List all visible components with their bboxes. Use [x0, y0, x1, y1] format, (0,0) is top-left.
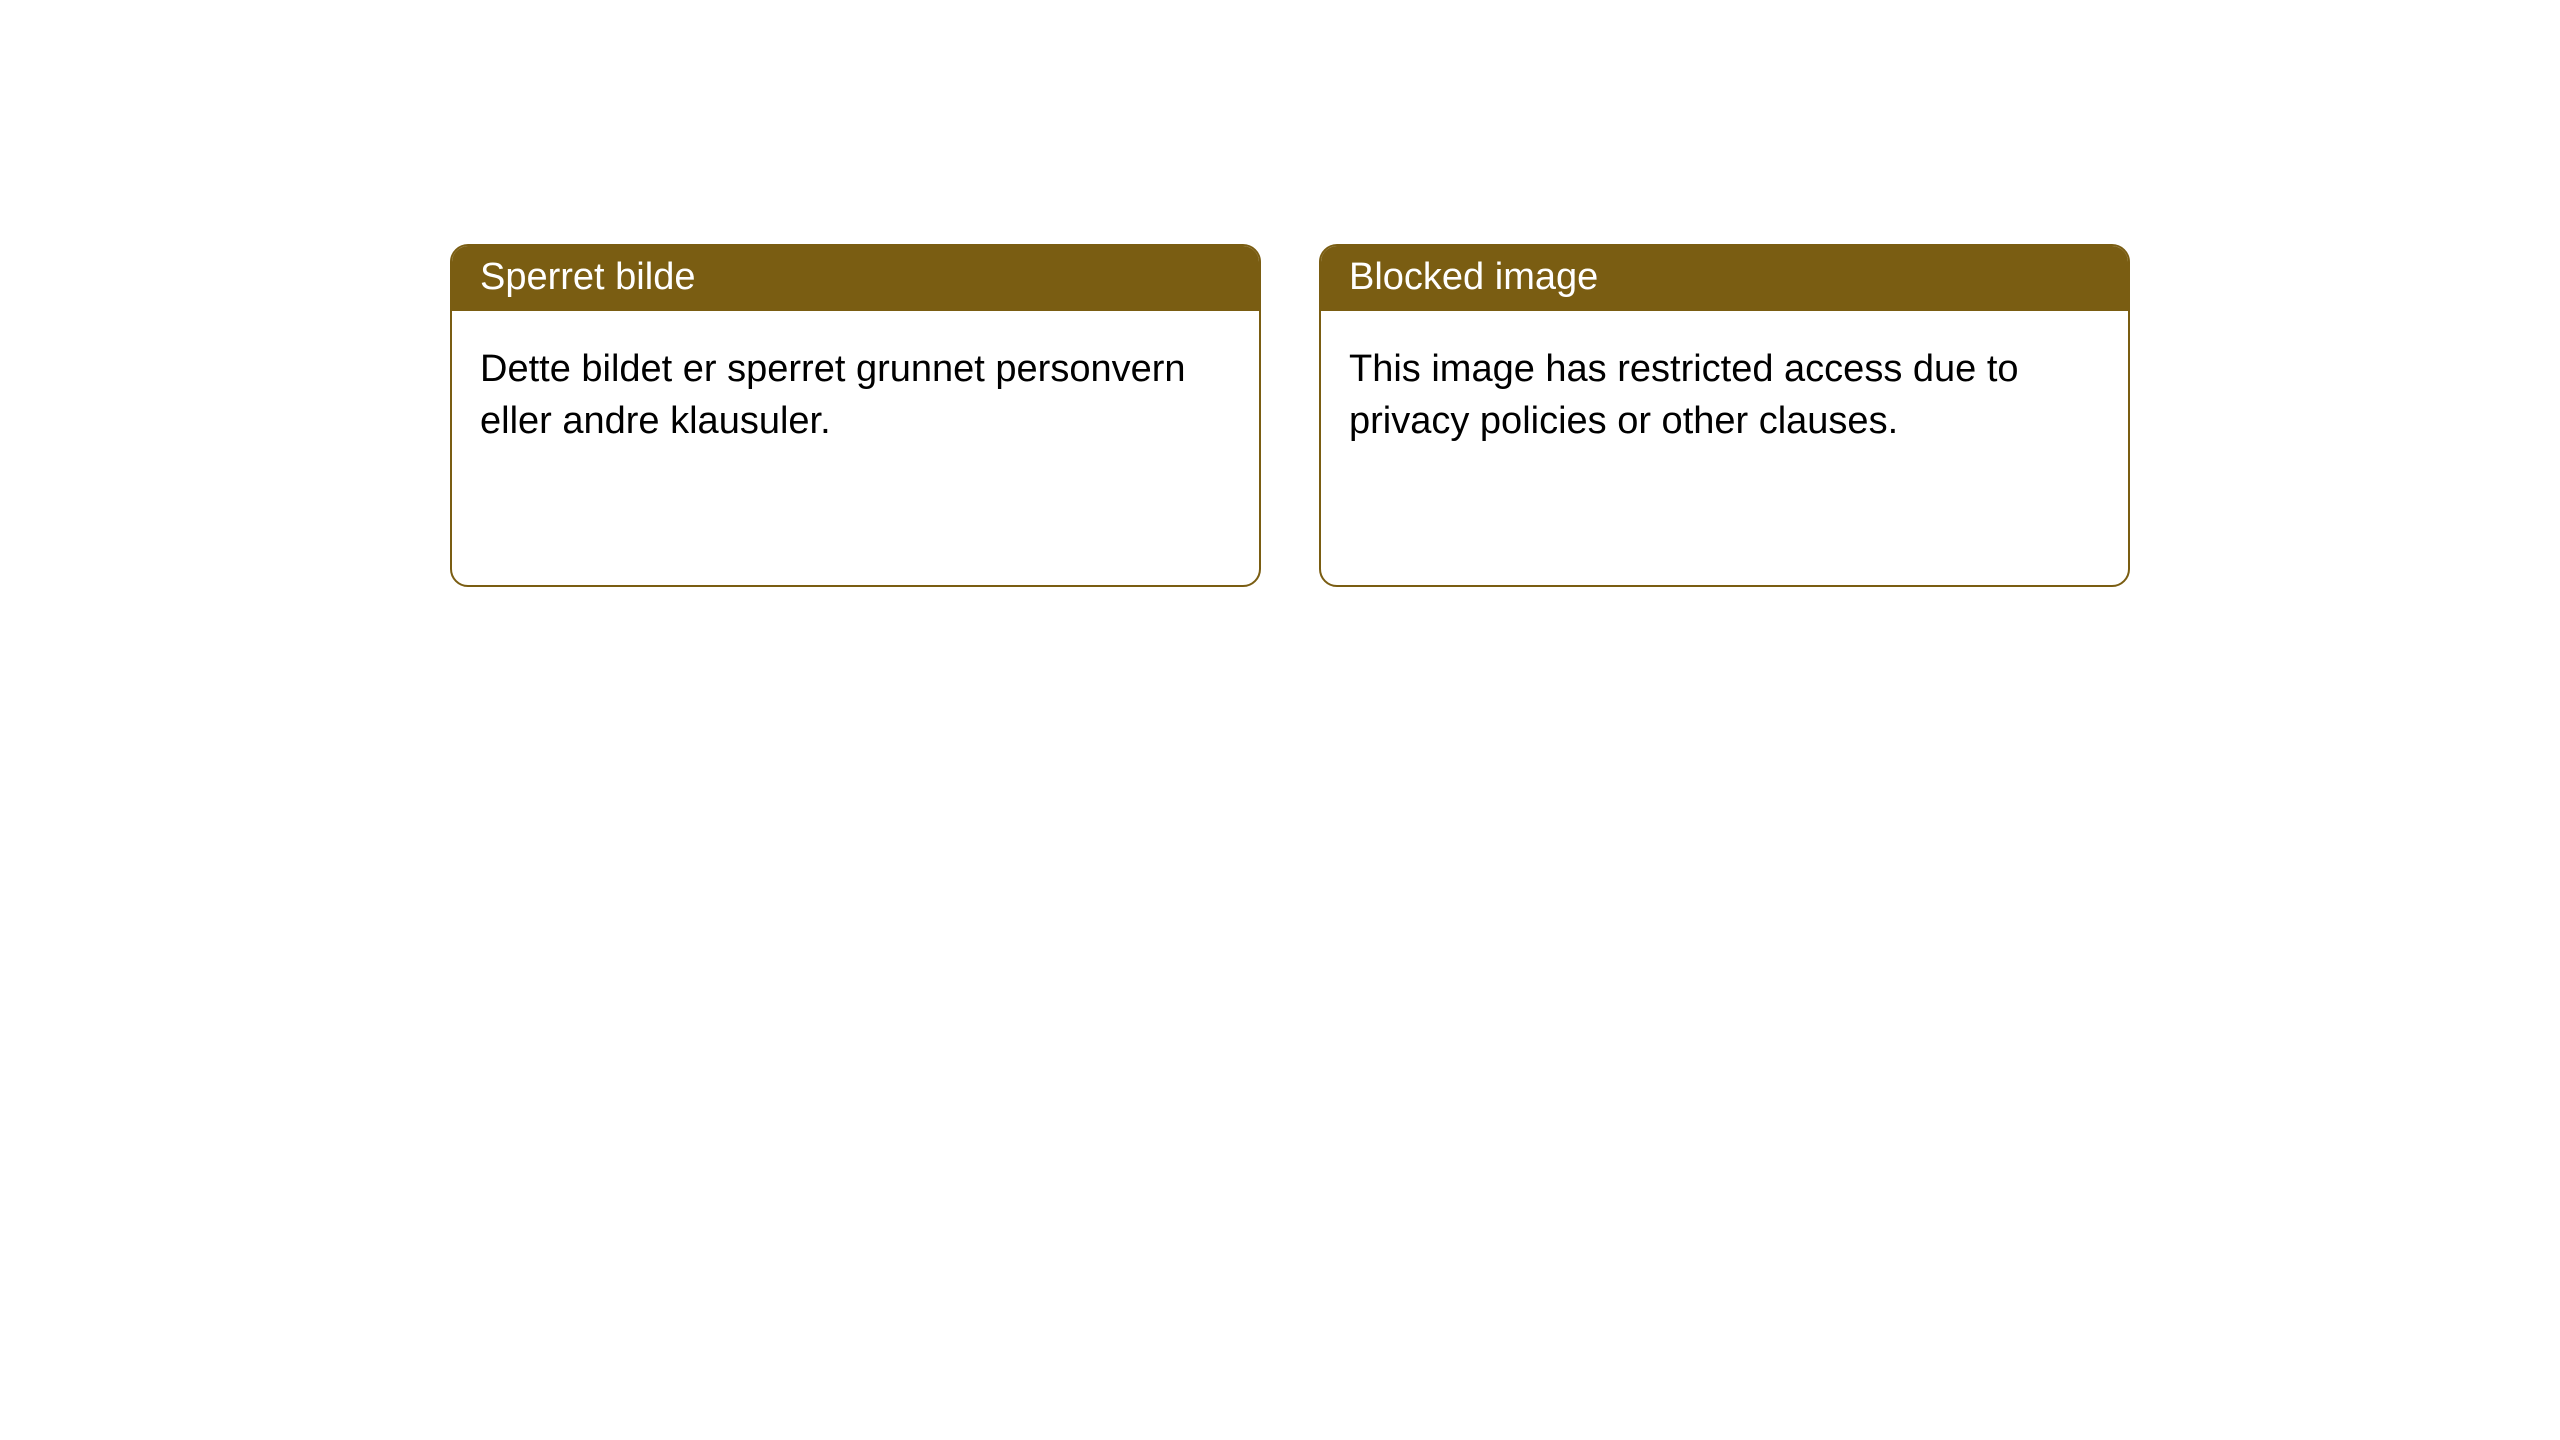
- notice-card-english: Blocked image This image has restricted …: [1319, 244, 2130, 587]
- notice-container: Sperret bilde Dette bildet er sperret gr…: [0, 0, 2560, 587]
- notice-card-norwegian: Sperret bilde Dette bildet er sperret gr…: [450, 244, 1261, 587]
- card-body: This image has restricted access due to …: [1321, 311, 2128, 585]
- card-header: Sperret bilde: [452, 246, 1259, 311]
- card-body: Dette bildet er sperret grunnet personve…: [452, 311, 1259, 585]
- card-header: Blocked image: [1321, 246, 2128, 311]
